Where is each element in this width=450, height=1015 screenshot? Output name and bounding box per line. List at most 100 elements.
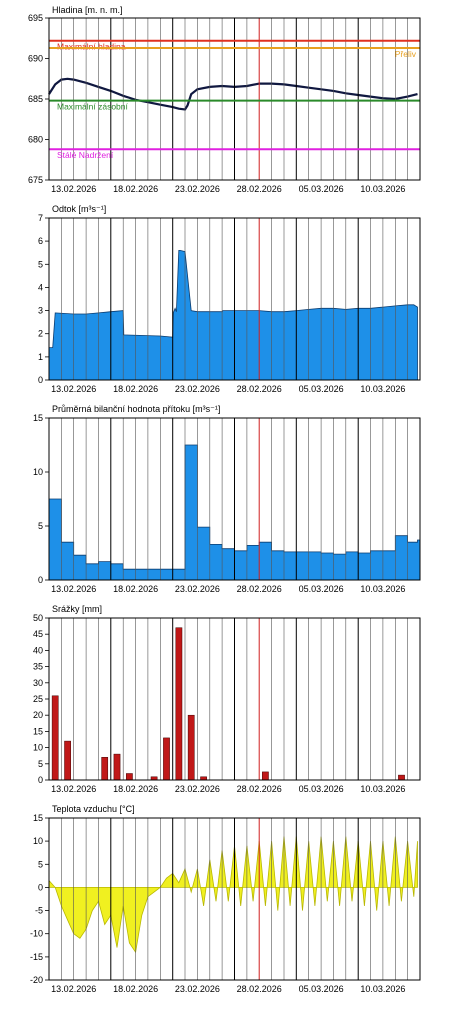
x-date-label: 13.02.2026: [51, 584, 96, 594]
x-date-label: 28.02.2026: [237, 184, 282, 194]
y-tick-label: -15: [30, 952, 43, 962]
x-date-label: 13.02.2026: [51, 984, 96, 994]
bar: [51, 695, 59, 781]
gridlines: [61, 218, 408, 380]
x-date-label: 23.02.2026: [175, 584, 220, 594]
y-tick-label: 35: [33, 662, 43, 672]
x-date-label: 18.02.2026: [113, 784, 158, 794]
plot-frame: [48, 217, 421, 381]
y-tick-label: 15: [33, 813, 43, 823]
chart-panel-2: Odtok [m³s⁻¹] 0 1 2 3 4 5 6 7 13.02.2026 18.02.202…: [38, 204, 421, 394]
y-tick-label: 5: [38, 521, 43, 531]
y-tick-label: 10: [33, 836, 43, 846]
chart-title: Průměrná bilanční hodnota přítoku [m³s⁻¹…: [52, 404, 220, 414]
gridlines: [61, 618, 408, 780]
x-date-label: 28.02.2026: [237, 784, 282, 794]
bar: [113, 753, 121, 781]
bar: [163, 737, 170, 781]
chart-panel-1: Hladina [m. n. m.] Maximální hladina Přeli…: [28, 5, 421, 194]
x-date-label: 05.03.2026: [299, 584, 344, 594]
x-date-label: 05.03.2026: [299, 784, 344, 794]
y-tick-label: 10: [33, 467, 43, 477]
y-tick-label: 30: [33, 678, 43, 688]
y-tick-label: 0: [38, 575, 43, 585]
y-tick-label: 50: [33, 613, 43, 623]
y-tick-label: 675: [28, 175, 43, 185]
series-area: [48, 250, 418, 381]
x-date-label: 10.03.2026: [360, 984, 405, 994]
x-date-label: 10.03.2026: [360, 184, 405, 194]
x-date-label: 23.02.2026: [175, 184, 220, 194]
y-tick-label: -10: [30, 929, 43, 939]
y-tick-label: 10: [33, 743, 43, 753]
y-tick-label: 5: [38, 859, 43, 869]
x-date-label: 10.03.2026: [360, 584, 405, 594]
chart-title: Hladina [m. n. m.]: [52, 5, 123, 15]
y-tick-label: 15: [33, 413, 43, 423]
x-date-label: 10.03.2026: [360, 384, 405, 394]
reference-label: Maximální hladina: [57, 42, 126, 52]
x-date-label: 05.03.2026: [299, 184, 344, 194]
y-tick-label: 5: [38, 759, 43, 769]
x-date-label: 18.02.2026: [113, 384, 158, 394]
y-tick-label: 685: [28, 94, 43, 104]
y-tick-label: -20: [30, 975, 43, 985]
series-line: [48, 77, 418, 111]
y-tick-label: 4: [38, 282, 43, 292]
y-tick-label: 20: [33, 710, 43, 720]
y-tick-label: 0: [38, 775, 43, 785]
series-group: [48, 836, 418, 954]
gridlines: [61, 18, 408, 180]
x-date-label: 13.02.2026: [51, 784, 96, 794]
gridlines: [61, 818, 408, 980]
chart-panel-4: Srážky [mm] 0 5 10 15 20 25 30 35 40 45 50 13.02.202…: [33, 604, 421, 794]
x-date-label: 13.02.2026: [51, 184, 96, 194]
bar: [187, 714, 195, 781]
x-date-label: 10.03.2026: [360, 784, 405, 794]
chart-title: Teplota vzduchu [°C]: [52, 804, 135, 814]
x-date-label: 18.02.2026: [113, 984, 158, 994]
chart-title: Odtok [m³s⁻¹]: [52, 204, 106, 214]
chart-title: Srážky [mm]: [52, 604, 102, 614]
reference-label: Stálé Nadržení: [57, 150, 114, 160]
chart-panel-3: Průměrná bilanční hodnota přítoku [m³s⁻¹…: [33, 404, 421, 594]
plot-frame: [48, 417, 421, 581]
y-tick-label: 695: [28, 13, 43, 23]
reference-label: Přeliv: [395, 49, 417, 59]
y-tick-label: 1: [38, 352, 43, 362]
bar: [175, 627, 183, 781]
chart-panel-5: Teplota vzduchu [°C] -20 -15 -10 -5 0 5 10 15 13.…: [30, 804, 421, 994]
reference-label: Maximální zásobní: [57, 102, 129, 112]
bar: [101, 757, 109, 781]
x-date-label: 28.02.2026: [237, 584, 282, 594]
x-date-label: 18.02.2026: [113, 184, 158, 194]
series-group: [48, 77, 418, 111]
x-date-label: 13.02.2026: [51, 384, 96, 394]
x-date-label: 28.02.2026: [237, 384, 282, 394]
y-tick-label: 690: [28, 54, 43, 64]
x-date-label: 05.03.2026: [299, 384, 344, 394]
y-tick-label: 15: [33, 726, 43, 736]
x-date-label: 23.02.2026: [175, 984, 220, 994]
x-date-label: 28.02.2026: [237, 984, 282, 994]
y-tick-label: 2: [38, 329, 43, 339]
y-tick-label: 6: [38, 236, 43, 246]
x-date-label: 23.02.2026: [175, 384, 220, 394]
series-group: [48, 250, 418, 381]
gridlines: [61, 418, 408, 580]
y-tick-label: 0: [38, 882, 43, 892]
plot-frame: [48, 817, 421, 981]
bar: [126, 773, 133, 781]
x-date-label: 05.03.2026: [299, 984, 344, 994]
bar: [398, 774, 405, 781]
y-tick-label: 680: [28, 135, 43, 145]
y-tick-label: 5: [38, 259, 43, 269]
y-tick-label: 3: [38, 306, 43, 316]
y-tick-label: 0: [38, 375, 43, 385]
y-tick-label: 45: [33, 629, 43, 639]
series-area: [48, 836, 418, 954]
x-date-label: 18.02.2026: [113, 584, 158, 594]
y-tick-label: 40: [33, 645, 43, 655]
